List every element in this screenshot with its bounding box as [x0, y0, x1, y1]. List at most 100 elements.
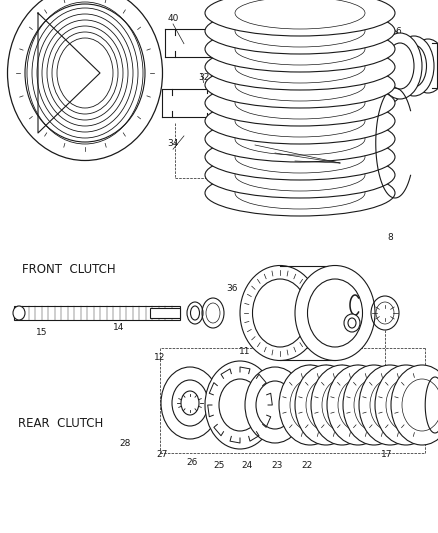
Ellipse shape	[235, 15, 365, 47]
Ellipse shape	[256, 381, 294, 429]
Text: 41: 41	[242, 14, 253, 23]
Text: 27: 27	[156, 450, 168, 458]
Text: 25: 25	[213, 461, 225, 470]
Ellipse shape	[240, 265, 320, 360]
Ellipse shape	[205, 80, 395, 126]
Ellipse shape	[235, 105, 365, 137]
Ellipse shape	[359, 365, 421, 445]
Ellipse shape	[205, 152, 395, 198]
Ellipse shape	[235, 58, 251, 84]
Ellipse shape	[402, 45, 427, 87]
Ellipse shape	[295, 265, 375, 360]
Ellipse shape	[391, 365, 438, 445]
Text: FRONT  CLUTCH: FRONT CLUTCH	[22, 263, 116, 276]
Ellipse shape	[235, 0, 365, 29]
Ellipse shape	[307, 279, 363, 347]
Ellipse shape	[394, 36, 434, 96]
Ellipse shape	[358, 27, 410, 105]
Ellipse shape	[295, 365, 357, 445]
Ellipse shape	[235, 159, 365, 191]
Ellipse shape	[205, 26, 395, 72]
Ellipse shape	[327, 365, 389, 445]
Ellipse shape	[346, 27, 398, 105]
Bar	[14, 306, 180, 320]
Ellipse shape	[378, 33, 422, 99]
Text: 40: 40	[167, 14, 179, 23]
Ellipse shape	[402, 379, 438, 431]
Ellipse shape	[235, 141, 365, 173]
Ellipse shape	[280, 21, 346, 111]
Ellipse shape	[205, 98, 395, 144]
Text: 39: 39	[345, 28, 356, 36]
Ellipse shape	[344, 314, 360, 332]
Ellipse shape	[343, 365, 405, 445]
Ellipse shape	[251, 32, 289, 94]
Text: 14: 14	[113, 324, 124, 332]
Text: 43: 43	[336, 290, 347, 298]
Ellipse shape	[205, 170, 395, 216]
Ellipse shape	[294, 38, 332, 93]
Ellipse shape	[334, 27, 386, 105]
Text: REAR  CLUTCH: REAR CLUTCH	[18, 417, 103, 430]
Text: 4: 4	[302, 28, 307, 36]
Ellipse shape	[181, 391, 199, 415]
Text: 36: 36	[226, 285, 238, 293]
Text: 28: 28	[119, 439, 131, 448]
Text: 8: 8	[387, 233, 393, 241]
Text: 45: 45	[345, 14, 356, 23]
Ellipse shape	[356, 40, 388, 92]
Text: 9: 9	[244, 320, 251, 328]
Text: 44: 44	[211, 14, 223, 23]
Text: 2: 2	[221, 73, 226, 82]
Ellipse shape	[368, 40, 400, 92]
Text: 42: 42	[246, 290, 258, 298]
Ellipse shape	[256, 32, 294, 94]
Ellipse shape	[172, 380, 208, 426]
Ellipse shape	[302, 38, 340, 93]
Text: 6: 6	[396, 28, 402, 36]
Ellipse shape	[322, 379, 362, 431]
Ellipse shape	[229, 51, 257, 91]
Ellipse shape	[235, 51, 365, 83]
Ellipse shape	[354, 379, 394, 431]
Text: 38: 38	[211, 28, 223, 36]
Ellipse shape	[13, 306, 25, 320]
Text: 17: 17	[381, 450, 392, 458]
Text: 13: 13	[156, 311, 168, 320]
Text: 34: 34	[167, 140, 179, 148]
Ellipse shape	[205, 8, 395, 54]
Ellipse shape	[205, 116, 395, 162]
Text: 23: 23	[271, 461, 283, 470]
Ellipse shape	[216, 61, 228, 81]
Text: 11: 11	[239, 348, 250, 356]
Ellipse shape	[299, 45, 327, 87]
Ellipse shape	[306, 55, 320, 77]
Ellipse shape	[206, 303, 220, 323]
Ellipse shape	[348, 318, 356, 328]
Ellipse shape	[191, 306, 199, 320]
Ellipse shape	[205, 361, 275, 449]
Text: 26: 26	[186, 458, 198, 466]
Ellipse shape	[252, 279, 307, 347]
Ellipse shape	[219, 379, 261, 431]
Ellipse shape	[289, 21, 353, 111]
Ellipse shape	[187, 302, 203, 324]
Ellipse shape	[235, 33, 365, 65]
Ellipse shape	[338, 379, 378, 431]
Ellipse shape	[235, 123, 365, 155]
Ellipse shape	[205, 0, 395, 36]
Ellipse shape	[279, 365, 341, 445]
Ellipse shape	[161, 367, 219, 439]
Ellipse shape	[205, 44, 395, 90]
Ellipse shape	[344, 40, 376, 92]
Ellipse shape	[205, 62, 395, 108]
Ellipse shape	[235, 177, 365, 209]
Text: 35: 35	[242, 28, 253, 36]
Ellipse shape	[370, 379, 410, 431]
Text: 29: 29	[286, 336, 297, 344]
Bar	[150, 308, 180, 318]
Text: 24: 24	[242, 461, 253, 470]
Text: 16: 16	[288, 389, 299, 398]
Ellipse shape	[260, 42, 280, 84]
Text: 15: 15	[36, 328, 47, 336]
